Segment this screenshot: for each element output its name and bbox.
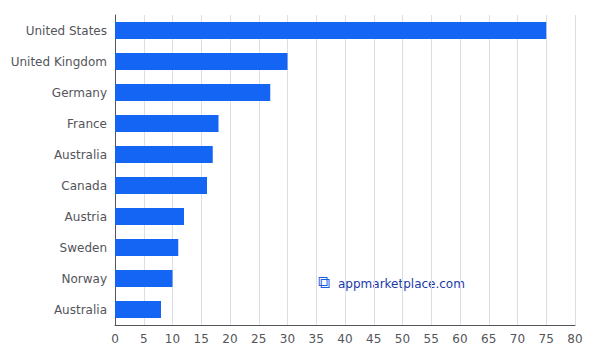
svg-text:45: 45 (366, 332, 381, 346)
svg-text:80: 80 (567, 332, 582, 346)
svg-text:10: 10 (165, 332, 180, 346)
svg-text:55: 55 (424, 332, 439, 346)
svg-text:United States: United States (26, 24, 107, 38)
svg-text:65: 65 (481, 332, 496, 346)
svg-text:United Kingdom: United Kingdom (11, 55, 107, 69)
svg-text:5: 5 (140, 332, 148, 346)
svg-text:Sweden: Sweden (60, 241, 107, 255)
svg-text:40: 40 (337, 332, 352, 346)
svg-text:Australia: Australia (54, 148, 107, 162)
svg-text:35: 35 (309, 332, 324, 346)
svg-text:20: 20 (222, 332, 237, 346)
svg-text:Canada: Canada (61, 179, 107, 193)
svg-text:France: France (67, 117, 107, 131)
svg-text:Germany: Germany (52, 86, 107, 100)
svg-text:25: 25 (251, 332, 266, 346)
svg-text:0: 0 (111, 332, 119, 346)
svg-text:appmarketplace.com: appmarketplace.com (338, 277, 465, 291)
svg-text:Austria: Austria (65, 210, 107, 224)
svg-text:15: 15 (194, 332, 209, 346)
svg-text:30: 30 (280, 332, 295, 346)
svg-text:75: 75 (539, 332, 554, 346)
svg-text:Australia: Australia (54, 303, 107, 317)
svg-text:⧉: ⧉ (318, 272, 330, 292)
svg-text:Norway: Norway (61, 272, 107, 286)
svg-text:70: 70 (510, 332, 525, 346)
svg-text:50: 50 (395, 332, 410, 346)
svg-text:60: 60 (452, 332, 467, 346)
